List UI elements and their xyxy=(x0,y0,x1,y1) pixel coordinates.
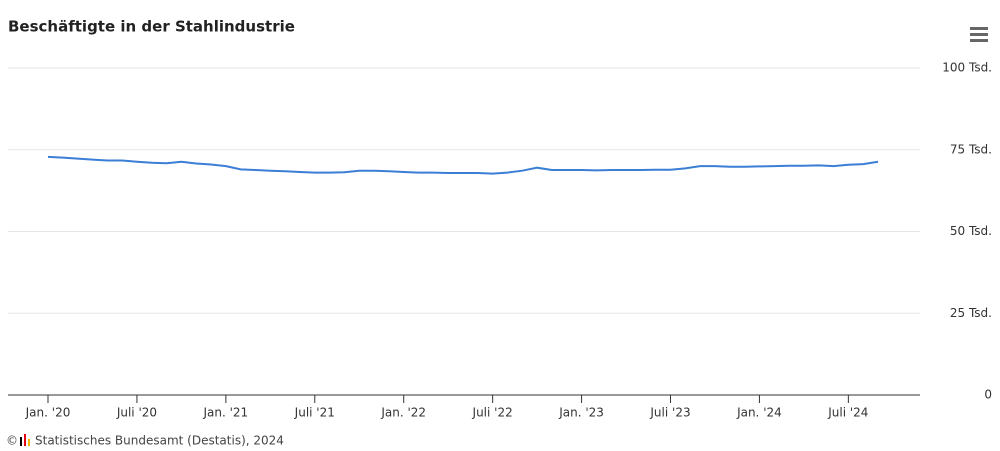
x-tick-label: Juli '20 xyxy=(116,406,157,420)
x-tick-label: Jan. '22 xyxy=(380,406,426,420)
logo-bar xyxy=(28,439,30,446)
logo xyxy=(20,434,30,446)
x-tick-label: Juli '24 xyxy=(827,406,868,420)
x-tick-label: Juli '21 xyxy=(294,406,335,420)
menu-bar[interactable] xyxy=(970,27,988,30)
menu-button[interactable] xyxy=(970,27,988,42)
x-tick-label: Juli '23 xyxy=(649,406,690,420)
credit: Statistisches Bundesamt (Destatis), 2024 xyxy=(35,434,284,448)
y-tick-label: 100 Tsd. xyxy=(942,61,992,75)
chart-title: Beschäftigte in der Stahlindustrie xyxy=(8,18,295,36)
x-tick-label: Jan. '21 xyxy=(203,406,249,420)
y-tick-label: 0 xyxy=(984,388,992,402)
x-tick-label: Jan. '24 xyxy=(736,406,782,420)
x-tick-label: Jan. '23 xyxy=(558,406,604,420)
credit-symbol: © xyxy=(6,434,18,448)
x-tick-label: Jan. '20 xyxy=(25,406,71,420)
y-tick-label: 25 Tsd. xyxy=(950,306,992,320)
line xyxy=(47,155,879,175)
y-tick-label: 50 Tsd. xyxy=(950,224,992,238)
logo-bar xyxy=(20,437,22,446)
logo-bar xyxy=(24,434,26,446)
menu-bar[interactable] xyxy=(970,33,988,36)
x-tick-label: Juli '22 xyxy=(472,406,513,420)
y-tick-label: 75 Tsd. xyxy=(950,142,992,156)
menu-bar[interactable] xyxy=(970,39,988,42)
